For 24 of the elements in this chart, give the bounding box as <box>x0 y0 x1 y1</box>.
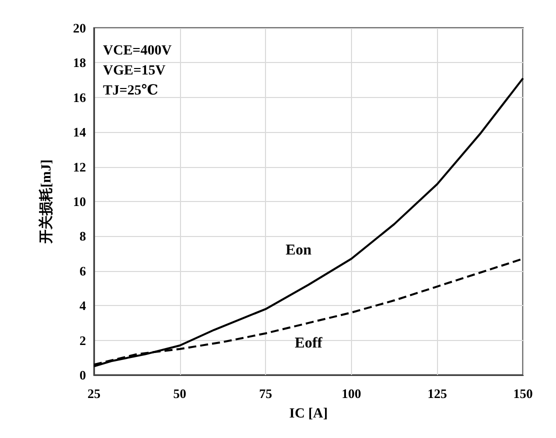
annotation: VGE=15V <box>103 64 166 78</box>
series-label: Eon <box>286 242 312 258</box>
x-tick-label: 50 <box>173 386 186 401</box>
y-tick-label: 10 <box>73 194 86 209</box>
x-axis-title: IC [A] <box>289 406 328 422</box>
y-tick-label: 16 <box>73 90 86 105</box>
y-tick-label: 0 <box>80 368 86 382</box>
x-tick-label: 150 <box>513 386 533 401</box>
y-tick-label: 12 <box>73 159 86 174</box>
y-tick-label: 4 <box>80 298 86 314</box>
x-tick-label: 125 <box>427 386 448 401</box>
y-axis-title: 开关损耗[mJ] <box>38 160 54 244</box>
annotation: TJ=25℃ <box>103 84 158 98</box>
y-tick-label: 8 <box>80 228 86 244</box>
y-tick-label: 2 <box>80 332 86 348</box>
x-tick-label: 75 <box>259 386 273 401</box>
x-tick-label: 25 <box>88 386 101 401</box>
x-tick-label: 100 <box>342 386 362 401</box>
y-tick-label: 18 <box>73 55 86 70</box>
y-tick-label: 6 <box>80 263 86 278</box>
annotation: VCE=400V <box>103 44 172 58</box>
series-label: Eoff <box>294 335 324 352</box>
y-tick-label: 20 <box>73 20 86 36</box>
y-tick-label: 14 <box>73 124 86 140</box>
